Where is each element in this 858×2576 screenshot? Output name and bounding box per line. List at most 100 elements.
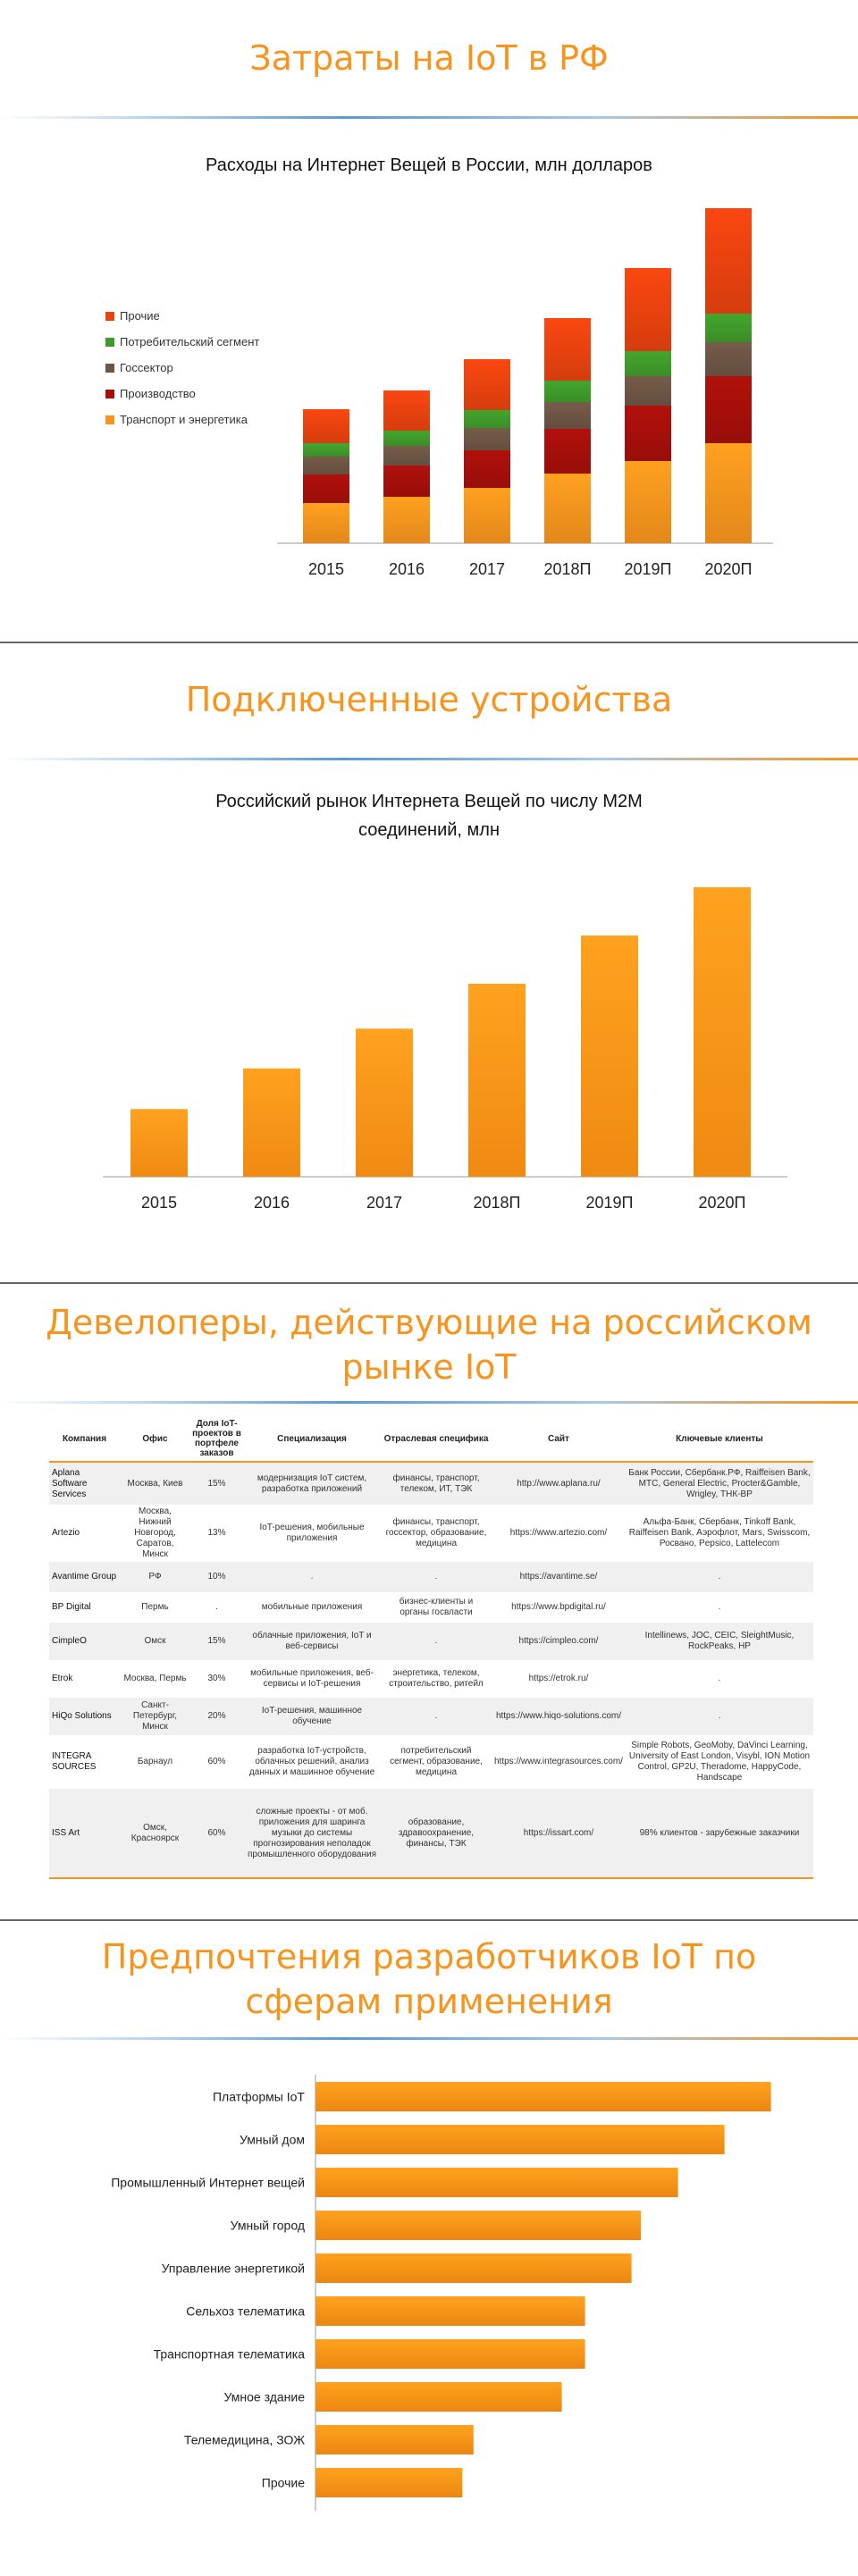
chart4-category-label: Промышленный Интернет вещей <box>111 2176 305 2190</box>
table-cell: 98% клиентов - зарубежные заказчики <box>625 1789 813 1879</box>
chart1-bar-segment <box>705 208 752 314</box>
table-row: Aplana Software Services Москва, Киев 15% м… <box>49 1462 813 1505</box>
table-cell: Aplana Software Services <box>49 1462 120 1505</box>
chart4-bar <box>315 2211 641 2240</box>
section2-title: Подключенные устройства <box>185 680 673 719</box>
table-cell: энергетика, телеком, строительство, рите… <box>389 1668 484 1689</box>
table-row: Avantime Group РФ 10%.. https://avantime.se… <box>49 1562 813 1592</box>
table-cell: . <box>718 1602 721 1612</box>
chart1-legend-swatch <box>105 390 114 399</box>
table-row: INTEGRA SOURCES Барнаул 60% разработка IoT-… <box>49 1735 813 1789</box>
table-cell: финансы, транспорт, госсектор, образован… <box>385 1517 487 1548</box>
chart1-stacked-bar-chart: 2015 2016 2017 2018П 2019П 2020П Прочие Потреби… <box>105 208 773 578</box>
chart4-category-label: Транспортная телематика <box>154 2347 306 2362</box>
table-cell: сложные проекты - от моб. приложения для… <box>243 1789 381 1879</box>
chart4-bar <box>315 2125 725 2154</box>
table-cell: 20% <box>190 1698 243 1735</box>
chart4-bar <box>315 2339 585 2369</box>
table-cell: Банк России, Сбербанк.РФ, Raiffeisen Ban… <box>625 1462 813 1505</box>
table-cell: Омск <box>120 1623 190 1660</box>
table-cell: мобильные приложения <box>261 1602 363 1612</box>
table-cell: 13% <box>207 1528 226 1538</box>
chart1-bar-segment <box>544 474 591 543</box>
chart1-bar-segment <box>464 410 510 428</box>
chart1-bar-segment <box>625 376 671 406</box>
chart4-horizontal-bar-chart: Платформы IoT Умный дом Промышленный Интер… <box>111 2075 771 2511</box>
section4-title-underline <box>0 2037 858 2040</box>
table-cell: https://issart.com/ <box>492 1789 626 1879</box>
chart2-x-tick-label: 2017 <box>366 1194 402 1212</box>
chart1-bar-segment <box>625 351 671 376</box>
chart1-bar-segment <box>625 406 671 461</box>
table-cell: разработка IoT-устройств, облачных решен… <box>248 1746 375 1777</box>
section1-title: Затраты на IoT в РФ <box>249 38 609 78</box>
section3-title-line1: Девелоперы, действующие на российском <box>46 1303 812 1342</box>
table-cell: Пермь <box>141 1602 169 1612</box>
header-site: Сайт <box>492 1416 626 1463</box>
chart1-bar-segment <box>544 402 591 429</box>
table-row: HiQo Solutions Санкт-Петербург, Минск 20% I… <box>49 1698 813 1735</box>
chart4-bar <box>315 2425 474 2454</box>
table-cell: BP Digital <box>52 1602 91 1612</box>
chart2-bar <box>468 984 526 1177</box>
table-cell: 30% <box>207 1674 226 1683</box>
chart4-bar <box>315 2082 771 2111</box>
chart1-bar-segment <box>303 409 349 443</box>
chart1-legend-label: Госсектор <box>120 361 173 374</box>
table-cell: . <box>381 1562 492 1592</box>
chart1-bar-segment <box>464 450 510 488</box>
table-cell: РФ <box>120 1562 190 1592</box>
chart2-x-tick-label: 2016 <box>254 1194 290 1212</box>
chart1-bar-segment <box>303 443 349 457</box>
table-cell: 60% <box>190 1789 243 1879</box>
table-cell: . <box>718 1674 721 1683</box>
chart1-x-tick-label: 2020П <box>705 560 753 578</box>
table-cell: Альфа-Банк, Сбербанк, Tinkoff Bank, Raif… <box>628 1517 811 1548</box>
chart2-title-line1: Российский рынок Интернета Вещей по числ… <box>215 792 643 811</box>
table-row: Artezio Москва, Нижний Новгород, Саратов,… <box>49 1505 813 1562</box>
chart1-bar-segment <box>625 461 671 543</box>
table-cell: облачные приложения, IoT и веб-сервисы <box>243 1623 381 1660</box>
chart2-x-tick-label: 2019П <box>586 1194 634 1212</box>
section-divider-2 <box>0 1282 858 1284</box>
table-cell: . <box>625 1562 813 1592</box>
chart1-bar-segment <box>303 457 349 474</box>
table-cell: образование, здравоохранение, финансы, Т… <box>381 1789 492 1879</box>
table-cell: Etrok <box>52 1674 73 1683</box>
chart4-category-label: Сельхоз телематика <box>186 2304 305 2319</box>
table-cell: бизнес-клиенты и органы госвласти <box>399 1597 474 1617</box>
chart1-x-tick-label: 2015 <box>308 560 344 578</box>
table-cell: Avantime Group <box>49 1562 120 1592</box>
chart2-bar <box>694 887 751 1177</box>
chart1-legend-label: Прочие <box>120 309 160 323</box>
table-cell: финансы, транспорт, телеком, ИТ, ТЭК <box>381 1462 492 1505</box>
section4-title-line1: Предпочтения разработчиков IoT по <box>101 1937 757 1976</box>
table-cell: IoT-решения, машинное обучение <box>243 1698 381 1735</box>
chart1-bar-segment <box>544 381 591 402</box>
chart4-bar <box>315 2253 632 2283</box>
table-cell: потребительский сегмент, образование, ме… <box>390 1746 483 1777</box>
chart1-bar-segment <box>625 268 671 351</box>
chart1-bar-segment <box>705 443 752 543</box>
chart1-bar-segment <box>383 390 430 431</box>
header-office: Офис <box>120 1416 190 1463</box>
chart4-category-label: Умный дом <box>240 2133 305 2147</box>
developers-table: Компания Офис Доля IoT-проектов в портфе… <box>49 1416 813 1879</box>
chart1-x-tick-label: 2018П <box>544 560 592 578</box>
table-cell: мобильные приложения, веб-сервисы и IoT-… <box>250 1668 374 1689</box>
chart1-bar-segment <box>705 342 752 376</box>
table-cell: 60% <box>207 1757 226 1766</box>
section-divider-1 <box>0 642 858 643</box>
chart4-bar <box>315 2296 585 2326</box>
table-cell: https://www.bpdigital.ru/ <box>511 1602 606 1612</box>
chart4-category-label: Телемедицина, ЗОЖ <box>184 2433 305 2447</box>
table-cell: INTEGRA SOURCES <box>52 1751 97 1772</box>
chart4-bar <box>315 2382 562 2412</box>
chart1-title: Расходы на Интернет Вещей в России, млн … <box>206 155 652 175</box>
chart2-bar <box>243 1068 300 1177</box>
table-cell: ISS Art <box>49 1789 120 1879</box>
chart1-bar-segment <box>383 446 430 466</box>
chart1-bar-segment <box>383 466 430 497</box>
chart1-x-tick-label: 2019П <box>625 560 672 578</box>
table-cell: Artezio <box>52 1528 80 1538</box>
